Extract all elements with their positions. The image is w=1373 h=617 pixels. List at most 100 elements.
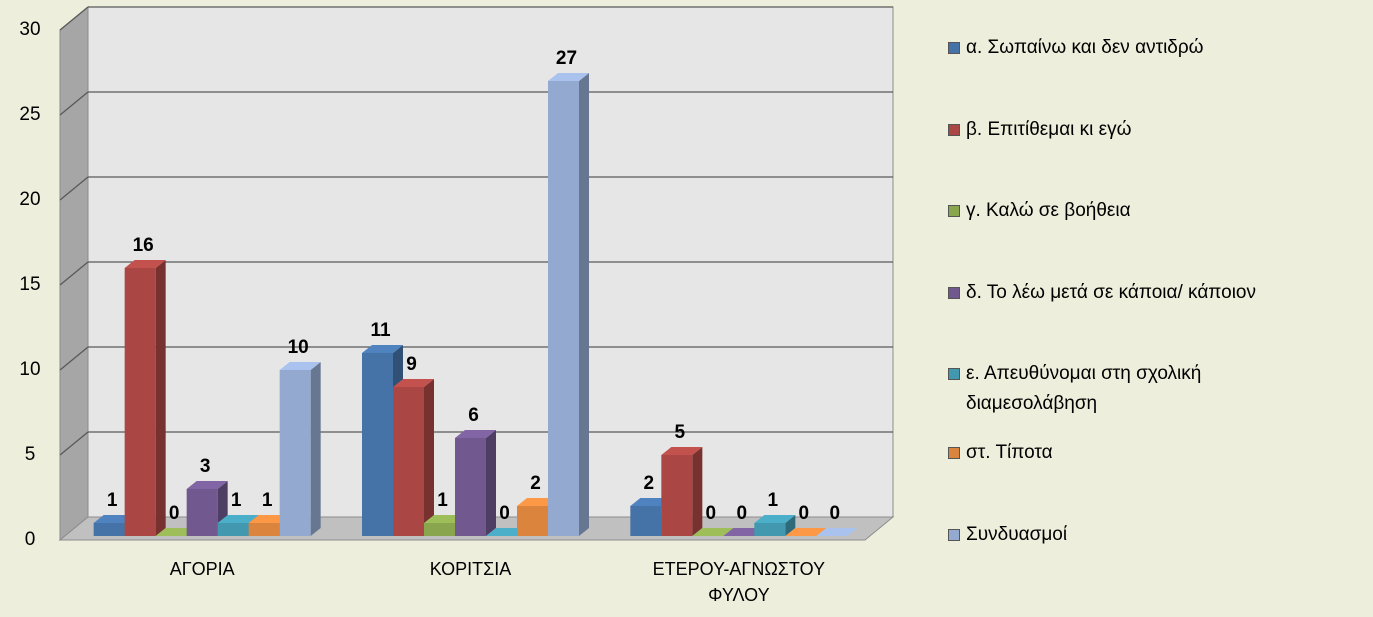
bar-side [579, 73, 589, 536]
y-tick-label: 0 [25, 529, 36, 550]
bar-side [785, 515, 796, 536]
y-tick-label: 30 [19, 19, 40, 40]
bar-top [816, 528, 858, 536]
bar [217, 523, 249, 536]
data-label: 1 [768, 490, 779, 511]
data-label: 0 [799, 503, 810, 524]
grid-line [59, 261, 89, 286]
bar [124, 268, 156, 536]
bar-side [692, 447, 703, 536]
legend-label: δ. Το λέω μετά σε κάποια/ κάποιον [966, 282, 1257, 303]
y-tick-label: 5 [25, 444, 36, 465]
bar-top [93, 515, 135, 523]
bar [362, 353, 393, 536]
data-label: 11 [370, 320, 391, 341]
data-label: 5 [675, 422, 686, 443]
bar [93, 523, 125, 536]
bar-top [124, 260, 166, 268]
bar-top [455, 430, 496, 438]
bar [455, 438, 486, 536]
bar-top [661, 447, 703, 455]
data-label: 0 [169, 503, 180, 524]
bar-side [310, 362, 321, 536]
bar-top [723, 528, 765, 536]
bar-side [155, 260, 166, 536]
legend-entry: γ. Καλώ σε βοήθεια [948, 196, 1373, 226]
bar-top [186, 481, 228, 489]
bar [186, 489, 218, 536]
grid-line [59, 431, 89, 456]
data-label: 1 [262, 490, 273, 511]
legend-swatch [948, 529, 960, 541]
legend-label: γ. Καλώ σε βοήθεια [966, 200, 1131, 221]
y-tick-label: 10 [19, 359, 40, 380]
bar [248, 523, 280, 536]
data-label: 27 [556, 48, 577, 69]
legend-swatch [948, 447, 960, 459]
bar-top [362, 345, 403, 353]
grid-line [59, 91, 89, 116]
legend-entry: Συνδυασμοί [948, 520, 1373, 550]
data-label: 0 [499, 503, 510, 524]
bar-top [424, 515, 465, 523]
data-label: 2 [644, 473, 655, 494]
data-label: 3 [200, 456, 211, 477]
legend-entry: στ. Τίποτα [948, 438, 1373, 468]
bar-top [217, 515, 259, 523]
legend-entry: β. Επιτίθεμαι κι εγώ [948, 115, 1373, 145]
data-label: 10 [288, 337, 309, 358]
legend-swatch [948, 368, 960, 380]
bar-top [517, 498, 558, 506]
legend-label: α. Σωπαίνω και δεν αντιδρώ [966, 37, 1204, 58]
y-tick-label: 20 [19, 189, 40, 210]
grid-line [59, 6, 89, 31]
data-label: 1 [437, 490, 448, 511]
bar [754, 523, 786, 536]
bar [424, 523, 455, 536]
grid-line [59, 346, 89, 371]
legend-swatch [948, 124, 960, 136]
legend-entry: ε. Απευθύνομαι στη σχολική διαμεσολάβηση [948, 359, 1306, 419]
legend-label: ε. Απευθύνομαι στη σχολική διαμεσολάβηση [966, 363, 1202, 414]
bar-top [248, 515, 290, 523]
bar-top [754, 515, 796, 523]
bar [661, 455, 693, 536]
bar-side [486, 430, 496, 536]
data-label: 1 [107, 490, 118, 511]
x-tick-label: ΕΤΕΡΟΥ-ΑΓΝΩΣΤΟΥ ΦΥΛΟΥ [652, 559, 826, 605]
legend-swatch [948, 205, 960, 217]
data-label: 0 [737, 503, 748, 524]
bar [630, 506, 662, 536]
y-tick-label: 25 [19, 104, 40, 125]
bar [548, 81, 579, 536]
legend-label: Συνδυασμοί [966, 524, 1068, 545]
bar-side [424, 379, 434, 536]
data-label: 0 [830, 503, 841, 524]
bar-top [279, 362, 321, 370]
data-label: 2 [530, 473, 541, 494]
data-label: 16 [133, 235, 154, 256]
bar [279, 370, 311, 536]
legend-label: β. Επιτίθεμαι κι εγώ [966, 119, 1132, 140]
legend-entry: α. Σωπαίνω και δεν αντιδρώ [948, 33, 1373, 63]
grid-line [59, 176, 89, 201]
legend-swatch [948, 287, 960, 299]
bar [393, 387, 424, 536]
bar-top [785, 528, 827, 536]
data-label: 6 [468, 405, 479, 426]
legend-entry: δ. Το λέω μετά σε κάποια/ κάποιον [948, 278, 1373, 308]
bar [517, 506, 548, 536]
data-label: 1 [231, 490, 242, 511]
bar-top [548, 73, 589, 81]
data-label: 0 [706, 503, 717, 524]
bar-top [486, 528, 527, 536]
legend-label: στ. Τίποτα [966, 442, 1053, 463]
data-label: 9 [406, 354, 417, 375]
bar-top [155, 528, 197, 536]
legend-swatch [948, 42, 960, 54]
bar-top [692, 528, 734, 536]
bar-top [393, 379, 434, 387]
x-tick-label: ΑΓΟΡΙΑ [169, 559, 235, 579]
